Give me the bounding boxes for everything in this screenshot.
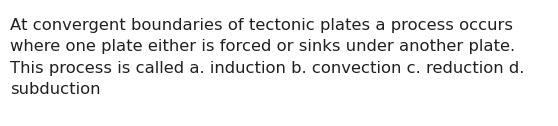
- Text: This process is called a. induction b. convection c. reduction d.: This process is called a. induction b. c…: [10, 61, 525, 76]
- Text: At convergent boundaries of tectonic plates a process occurs: At convergent boundaries of tectonic pla…: [10, 18, 513, 33]
- Text: where one plate either is forced or sinks under another plate.: where one plate either is forced or sink…: [10, 39, 515, 55]
- Text: subduction: subduction: [10, 83, 100, 98]
